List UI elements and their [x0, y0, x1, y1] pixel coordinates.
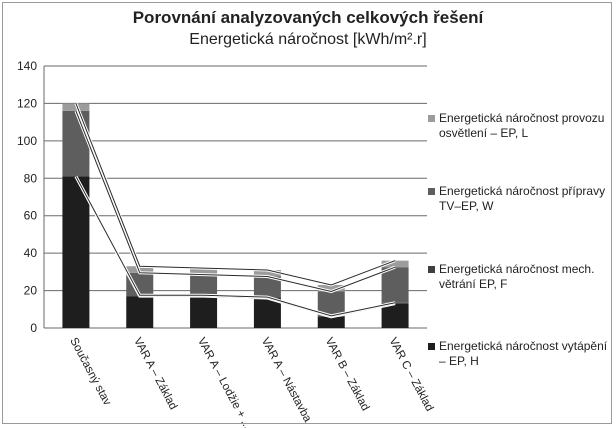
series-connector-line [75, 110, 396, 293]
bar-segment [62, 176, 90, 328]
bar-segment [381, 260, 409, 268]
y-tick-label: 140 [17, 59, 37, 73]
y-tick-label: 20 [24, 284, 38, 298]
bar-segment [126, 272, 154, 296]
y-tick-label: 40 [24, 246, 38, 260]
y-tick-label: 100 [17, 134, 37, 148]
y-tick-label: 80 [24, 171, 38, 185]
x-tick-label: Současný stav [67, 336, 113, 408]
x-tick-label: VAR A – Nástavba [259, 336, 314, 425]
bar-segment [381, 267, 409, 303]
x-tick-label: VAR A – Lodžie + ... [195, 336, 253, 428]
y-tick-label: 120 [17, 96, 37, 110]
bar-segment [317, 284, 345, 292]
legend-label: Energetická náročnost provozu osvětlení … [439, 111, 605, 140]
legend-label: Energetická náročnost mech. větrání EP, … [439, 262, 595, 291]
y-tick-label: 60 [24, 209, 38, 223]
legend-label: Energetická náročnost vytápění – EP, H [439, 339, 608, 368]
bar-segment [190, 268, 218, 275]
y-tick-label: 0 [30, 321, 37, 335]
bar-segment [381, 303, 409, 328]
bar-segment [253, 269, 281, 277]
series-connector-halo [74, 175, 396, 318]
bar-segment [190, 274, 218, 296]
series-connector-line [75, 103, 396, 286]
bar-segment [317, 316, 345, 328]
bar-segment [190, 296, 218, 328]
series-connector-line [75, 176, 396, 317]
bar-segment [62, 110, 90, 177]
chart-title: Porovnání analyzovaných celkových řešení [132, 8, 484, 27]
legend-swatch [428, 115, 435, 122]
bar-segment [253, 298, 281, 328]
legend-swatch [428, 188, 435, 195]
bar-segment [253, 276, 281, 298]
legend-swatch [428, 266, 435, 273]
x-tick-label: VAR B – Základ [323, 336, 372, 413]
legend-swatch [428, 343, 435, 350]
legend-label: Energetická náročnost přípravy TV–EP, W [439, 184, 606, 213]
bar-segment [126, 296, 154, 328]
x-tick-label: VAR A – Základ [131, 336, 179, 412]
chart-subtitle: Energetická náročnost [kWh/m².r] [189, 31, 427, 48]
series-connector-halo [74, 102, 396, 287]
chart-frame [2, 2, 612, 424]
